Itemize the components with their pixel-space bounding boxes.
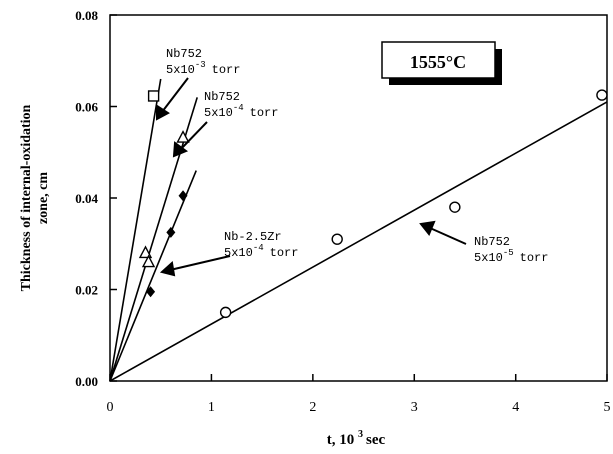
y-tick-label: 0.04	[75, 191, 98, 206]
annotation-3-line1: Nb-2.5Zr	[224, 230, 282, 244]
y-tick-label: 0.02	[75, 283, 98, 298]
x-tick-label: 4	[512, 400, 519, 415]
annotation-nb25zr: Nb-2.5Zr 5x10-4 torr	[224, 230, 298, 260]
x-axis-label: t, 10 3 sec	[327, 429, 386, 448]
arrow-3	[159, 255, 231, 277]
arrow-1	[156, 77, 189, 121]
annotation-nb752-5e-4: Nb752 5x10-4 torr	[204, 90, 278, 120]
x-tick-label: 1	[208, 400, 215, 415]
diamond-marker	[146, 286, 156, 298]
annotation-2-line2: 5x10-4 torr	[204, 103, 278, 120]
annotation-2-line1: Nb752	[204, 90, 240, 104]
y-axis-label-line2: zone, cm	[36, 172, 51, 224]
annotation-3-line2: 5x10-4 torr	[224, 243, 298, 260]
arrow-4	[419, 220, 467, 245]
y-axis-label: Thickness of internal-oxidation zone, cm	[19, 104, 51, 291]
x-axis: 0 1 2 3 4 5	[107, 374, 611, 415]
fit-lines	[109, 78, 608, 382]
arrow-2	[172, 121, 208, 158]
x-tick-label: 0	[107, 400, 114, 415]
circle-marker	[449, 201, 461, 213]
y-tick-label: 0.08	[75, 8, 98, 23]
y-tick-label: 0.06	[75, 100, 98, 115]
triangle-marker	[138, 245, 153, 259]
x-tick-label: 2	[309, 400, 316, 415]
y-axis-label-line1: Thickness of internal-oxidation	[19, 104, 34, 291]
triangle-marker	[176, 130, 190, 143]
y-axis: 0.00 0.02 0.04 0.06 0.08	[75, 8, 117, 389]
temperature-box: 1555°C	[381, 41, 502, 85]
annotation-1-line2: 5x10-3 torr	[166, 60, 240, 77]
fit-line-4	[109, 101, 608, 382]
x-tick-label: 3	[411, 400, 418, 415]
data-markers	[138, 89, 608, 319]
triangle-marker	[141, 254, 156, 268]
annotation-4-line1: Nb752	[474, 235, 510, 249]
annotation-1-line1: Nb752	[166, 47, 202, 61]
y-tick-label: 0.00	[75, 374, 98, 389]
fit-line-2	[109, 97, 198, 382]
annotation-arrows	[156, 77, 467, 277]
circle-marker	[219, 306, 232, 319]
temperature-label: 1555°C	[410, 52, 466, 72]
annotation-nb752-5e-5: Nb752 5x10-5 torr	[474, 235, 548, 265]
x-tick-label: 5	[604, 400, 611, 415]
circle-marker	[331, 233, 343, 245]
annotation-4-line2: 5x10-5 torr	[474, 248, 548, 265]
fit-line-1	[109, 78, 162, 382]
fit-line-3	[109, 170, 197, 382]
circle-marker	[596, 89, 608, 101]
diamond-marker	[166, 226, 176, 238]
square-marker	[147, 90, 160, 102]
annotation-nb752-5e-3: Nb752 5x10-3 torr	[166, 47, 240, 77]
diamond-marker	[178, 190, 188, 202]
